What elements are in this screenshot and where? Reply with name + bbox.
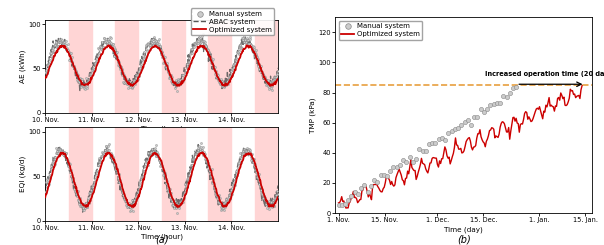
Text: Increased operation time (20 days): Increased operation time (20 days): [486, 72, 604, 77]
Manual system: [471, 115, 478, 118]
Y-axis label: AE (kWh): AE (kWh): [19, 49, 26, 83]
Bar: [208, 20, 231, 113]
Optimized system: [561, 104, 568, 107]
Bar: [208, 127, 231, 220]
Manual system: [338, 204, 345, 207]
Manual system: [445, 132, 452, 135]
Text: (b): (b): [457, 234, 471, 245]
Legend: Manual system, ABAC system, Optimized system: Manual system, ABAC system, Optimized sy…: [191, 8, 274, 35]
Y-axis label: TMP (kPa): TMP (kPa): [309, 98, 316, 133]
Line: Optimized system: Optimized system: [338, 86, 582, 208]
Manual system: [399, 159, 406, 162]
Bar: [255, 20, 278, 113]
Line: Manual system: Manual system: [336, 85, 518, 208]
Y-axis label: EQI (kg/d): EQI (kg/d): [19, 156, 26, 192]
Text: (a): (a): [155, 234, 169, 245]
Optimized system: [335, 201, 342, 204]
Manual system: [335, 204, 342, 207]
Bar: [162, 20, 185, 113]
Bar: [69, 20, 92, 113]
X-axis label: Time (hour): Time (hour): [141, 233, 182, 240]
X-axis label: Time (day): Time (day): [444, 226, 483, 233]
Optimized system: [577, 88, 585, 91]
Optimized system: [381, 186, 388, 189]
Optimized system: [579, 84, 586, 87]
Optimized system: [419, 162, 426, 165]
Bar: [115, 20, 138, 113]
Bar: [69, 127, 92, 220]
Manual system: [451, 128, 458, 131]
Bar: [162, 127, 185, 220]
Optimized system: [528, 119, 536, 122]
Bar: [115, 127, 138, 220]
Optimized system: [534, 107, 541, 110]
Legend: Manual system, Optimized system: Manual system, Optimized system: [339, 21, 422, 40]
Bar: [255, 127, 278, 220]
Manual system: [435, 137, 442, 140]
X-axis label: Time (hour): Time (hour): [141, 126, 182, 132]
Manual system: [513, 86, 520, 89]
Optimized system: [342, 207, 350, 209]
